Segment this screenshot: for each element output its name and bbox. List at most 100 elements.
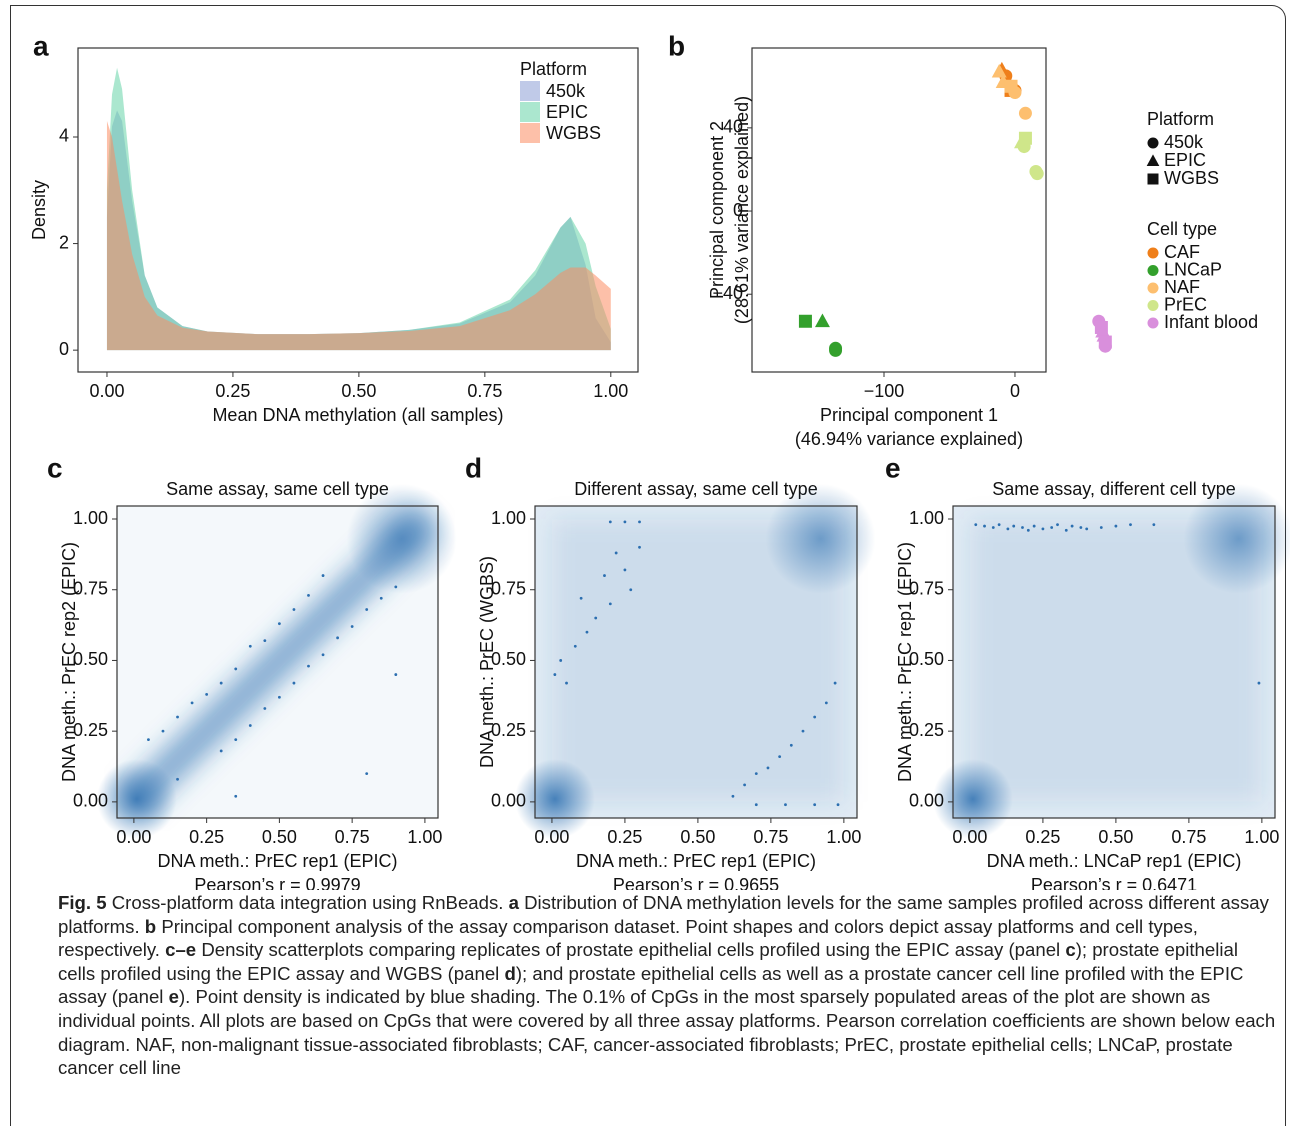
y-tick-label: 0.75 [491,578,526,598]
point [234,738,238,742]
x-axis-label: DNA meth.: PrEC rep1 (EPIC) [157,851,397,871]
point [263,707,267,710]
x-tick-label: 0.25 [607,827,642,847]
point [394,673,398,676]
point [248,644,252,648]
point [553,673,557,676]
plot-frame [952,505,1276,819]
y-axis-label: DNA meth.: PrEC (WGBS) [477,556,497,768]
y-tick-label: 4 [59,126,69,146]
density-area [106,121,611,351]
point [731,794,735,798]
point [1152,523,1156,527]
point [321,574,325,577]
caption-bold: d [504,962,516,984]
point [623,520,627,524]
point [234,667,238,671]
point [161,729,165,733]
legend-label: PrEC [1164,294,1207,314]
y-axis-label: DNA meth.: PrEC rep2 (EPIC) [59,542,79,782]
point [565,681,568,685]
caption-bold: Fig. 5 [58,892,107,913]
caption-text: Principal component analysis of the assa… [58,915,1198,961]
x-axis-label: DNA meth.: PrEC rep1 (EPIC) [576,851,816,871]
x-tick-label: 0.75 [1171,827,1206,847]
y-tick-label: 0.00 [491,791,526,811]
point [974,523,978,527]
point [205,692,209,696]
y-tick-label: 2 [59,232,69,252]
panel-title: Different assay, same cell type [574,479,817,499]
x-axis-label: DNA meth.: LNCaP rep1 (EPIC) [987,851,1242,871]
x-tick-label: −100 [864,381,905,401]
panel-label: c [47,452,63,483]
point [798,314,812,328]
point [629,588,633,592]
x-tick-label: 0.25 [189,827,224,847]
point [766,766,770,770]
point [307,593,310,597]
annotation: Pearson’s r = 0.9655 [613,875,779,890]
caption-bold: c–e [165,939,197,961]
point [176,715,179,719]
plot-frame [116,505,439,819]
y-tick-label: 1.00 [73,508,108,528]
point [336,636,339,640]
point [248,724,252,727]
point [1114,524,1118,528]
point [813,803,817,807]
point [1017,140,1031,154]
legend-shape [1147,173,1159,185]
plot-frame [77,47,639,373]
point [594,616,598,620]
x-tick-label: 0.50 [341,381,376,401]
point [1041,527,1045,531]
x-axis-label: Mean DNA methylation (all samples) [212,405,503,425]
y-tick-label: 0.25 [491,720,526,740]
caption-text: Density scatterplots comparing replicate… [196,939,1066,961]
density-peak [346,483,457,594]
point [1085,527,1089,531]
legend-dot [1147,317,1159,329]
point [1030,167,1044,181]
point [147,738,150,742]
point [813,715,817,719]
legend-label: Infant blood [1164,312,1258,332]
point [1032,524,1036,528]
point [379,596,383,600]
caption-bold: b [144,915,157,937]
x-tick-label: 0.25 [1025,827,1060,847]
point [829,343,843,357]
legend-dot [1147,247,1159,259]
point [789,743,793,747]
point [277,695,281,699]
x-tick-label: 1.00 [826,827,861,847]
caption-text: ); prostate epithelial cells profiled us… [58,939,1238,984]
point [608,520,612,524]
y-tick-label: 40 [723,117,743,137]
x-tick-label: 0.75 [753,827,788,847]
y-tick-label: 1.00 [909,508,944,528]
point [263,639,267,643]
panel-title: Same assay, different cell type [992,479,1235,499]
x-tick-label: 0.00 [534,827,569,847]
density-shading [96,483,457,840]
y-tick-label: 0.75 [73,578,108,598]
panel-label: e [885,452,901,483]
point [559,659,563,662]
point [991,63,1007,78]
x-tick-label: 0.50 [262,827,297,847]
point [801,729,805,733]
x-tick-label: 1.00 [593,381,628,401]
y-tick-label: 0.25 [73,720,108,740]
point [754,803,758,807]
x-tick-label: 0.25 [215,381,250,401]
point [1098,335,1112,349]
x-tick-label: 1.00 [407,827,442,847]
x-axis-label: Principal component 1 [820,405,998,425]
caption-text: ). Point density is indicated by blue sh… [58,986,1276,1079]
x-tick-label: 0.75 [335,827,370,847]
point [1006,527,1010,531]
point [743,783,747,787]
